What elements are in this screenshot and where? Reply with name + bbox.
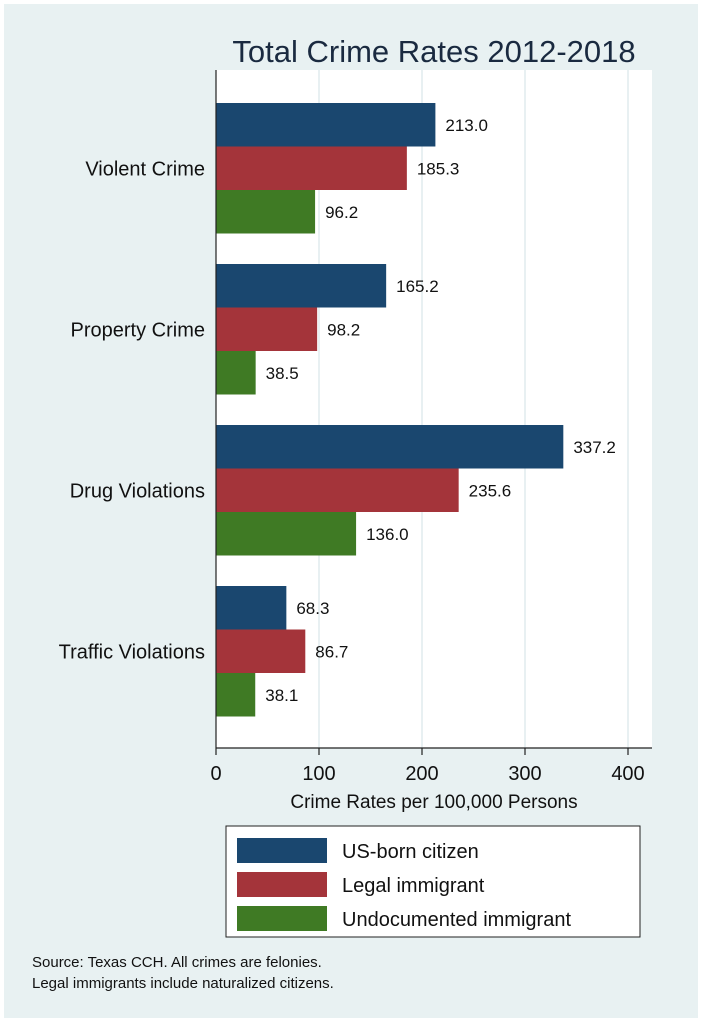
data-label: 337.2 [573,438,616,457]
x-tick-label: 400 [611,763,644,785]
legend-label: Undocumented immigrant [342,909,571,931]
legend-swatch [237,838,327,863]
bar-legal-immigrant [216,629,306,673]
x-tick-label: 100 [302,763,335,785]
bar-us-born-citizen [216,586,287,630]
bar-undocumented-immigrant [216,512,357,556]
legend-swatch [237,906,327,931]
data-label: 68.3 [296,599,329,618]
data-label: 38.1 [265,686,298,705]
data-label: 96.2 [325,203,358,222]
legend-swatch [237,872,327,897]
category-label: Traffic Violations [59,641,205,663]
data-label: 86.7 [315,642,348,661]
legend: US-born citizen Legal immigrant Undocument… [225,825,641,938]
category-label: Drug Violations [70,480,205,502]
bar-undocumented-immigrant [216,351,256,395]
bar-undocumented-immigrant [216,190,316,234]
source-note: Source: Texas CCH. All crimes are feloni… [32,954,322,971]
chart-title: Total Crime Rates 2012-2018 [232,34,635,69]
legend-label: Legal immigrant [342,875,485,897]
bar-legal-immigrant [216,468,459,512]
x-tick-label: 200 [405,763,438,785]
category-label: Property Crime [71,319,205,341]
data-label: 38.5 [266,364,299,383]
data-label: 235.6 [469,481,512,500]
bar-legal-immigrant [216,146,407,190]
category-label: Violent Crime [85,158,205,180]
data-label: 98.2 [327,320,360,339]
bar-legal-immigrant [216,307,318,351]
data-label: 185.3 [417,159,460,178]
bar-us-born-citizen [216,103,436,147]
data-label: 136.0 [366,525,409,544]
x-tick-label: 300 [508,763,541,785]
data-label: 165.2 [396,277,439,296]
legend-label: US-born citizen [342,841,479,863]
x-axis-label: Crime Rates per 100,000 Persons [290,792,577,813]
data-label: 213.0 [445,116,488,135]
x-tick-label: 0 [210,763,221,785]
bar-us-born-citizen [216,264,387,308]
bar-us-born-citizen [216,425,564,469]
bar-undocumented-immigrant [216,673,256,717]
legend-note: Legal immigrants include naturalized cit… [32,975,334,992]
